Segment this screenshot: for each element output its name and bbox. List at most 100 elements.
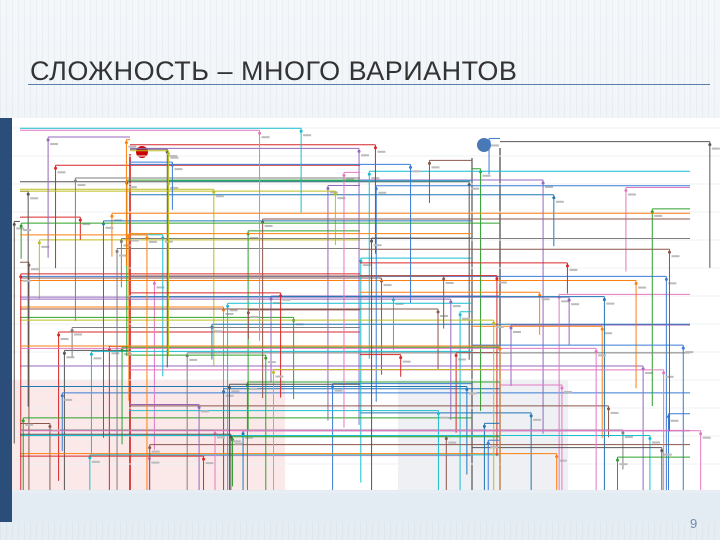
branch-node	[449, 300, 453, 304]
branch-label	[267, 361, 276, 364]
branch-label	[501, 351, 510, 354]
branch-label	[128, 186, 137, 189]
branch-label	[624, 436, 633, 439]
branch-label	[670, 419, 679, 422]
branch-label	[378, 191, 387, 194]
time-axis	[0, 118, 12, 522]
branch-node	[650, 210, 654, 214]
branch-node	[492, 321, 496, 325]
branch-label	[619, 463, 628, 466]
branch-label	[151, 450, 160, 453]
branch-node	[498, 347, 502, 351]
branch-node	[495, 277, 499, 281]
branch-label	[128, 145, 137, 148]
branch-node	[374, 187, 378, 191]
branch-label	[64, 398, 73, 401]
branch-node	[333, 192, 337, 196]
branch-node	[555, 455, 559, 459]
branch-node	[110, 214, 114, 218]
branch-node	[444, 437, 448, 441]
branch-node	[538, 293, 542, 297]
footer-band	[0, 490, 720, 522]
branch-label	[383, 284, 392, 287]
branch-label	[275, 375, 284, 378]
branch-label	[249, 388, 258, 391]
branch-label	[124, 353, 133, 356]
branch-node	[78, 218, 82, 222]
branch-node	[264, 356, 268, 360]
branch-node	[73, 179, 77, 183]
branch-label	[671, 255, 680, 258]
branch-node	[567, 298, 571, 302]
branch-node	[373, 146, 377, 150]
branch-node	[442, 277, 446, 281]
branch-label	[541, 298, 550, 301]
branch-label	[329, 191, 338, 194]
branch-node	[708, 143, 712, 147]
branch-label	[490, 446, 499, 449]
branch-node	[202, 457, 206, 461]
branch-node	[19, 224, 23, 228]
branch-node	[246, 311, 250, 315]
branch-label	[638, 286, 647, 289]
branch-label	[229, 309, 238, 312]
branch-node	[607, 407, 611, 411]
branch-label	[362, 264, 371, 267]
branch-label	[571, 303, 580, 306]
branch-label	[156, 286, 165, 289]
title-underline	[28, 84, 710, 85]
branch-node	[62, 351, 66, 355]
branch-node	[699, 432, 703, 436]
branch-node	[26, 192, 30, 196]
branch-node	[648, 437, 652, 441]
branch-node	[152, 281, 156, 285]
branch-label	[604, 332, 613, 335]
branch-node	[120, 348, 124, 352]
branch-label	[250, 236, 259, 239]
branch-node	[21, 419, 25, 423]
branch-node	[560, 386, 564, 390]
branch-node	[541, 181, 545, 185]
branch-node	[19, 275, 23, 279]
branch-label	[91, 460, 100, 463]
branch-node	[681, 346, 685, 350]
branch-node	[458, 313, 462, 317]
branch-label	[452, 305, 461, 308]
branch-label	[471, 187, 480, 190]
branch-node	[272, 371, 276, 375]
branch-node	[222, 390, 226, 394]
branch-label	[651, 441, 660, 444]
branch-node	[594, 349, 598, 353]
branch-label	[512, 331, 521, 334]
branch-node	[241, 432, 245, 436]
branch-label	[123, 244, 132, 247]
highlight-region	[12, 380, 285, 490]
branch-node	[565, 264, 569, 268]
branch-label	[151, 461, 160, 464]
branch-label	[111, 352, 120, 355]
branch-label	[598, 354, 607, 357]
branch-label	[561, 300, 570, 303]
branch-node	[367, 172, 371, 176]
branch-label	[82, 223, 91, 226]
branch-node	[226, 304, 230, 308]
branch-label	[30, 197, 39, 200]
branch-label	[170, 186, 179, 189]
branch-node	[145, 236, 149, 240]
branch-label	[245, 436, 254, 439]
branch-node	[342, 173, 346, 177]
branch-label	[377, 150, 386, 153]
branch-label	[498, 281, 507, 284]
branch-node	[602, 298, 606, 302]
branch-label	[468, 392, 477, 395]
branch-label	[170, 156, 179, 159]
branch-node	[12, 222, 16, 226]
branch-label	[685, 351, 694, 354]
branch-node	[664, 277, 668, 281]
branch-node	[624, 189, 628, 193]
branch-label	[60, 337, 69, 340]
branch-label	[22, 279, 31, 282]
branch-node	[60, 394, 64, 398]
branch-label	[569, 268, 578, 271]
